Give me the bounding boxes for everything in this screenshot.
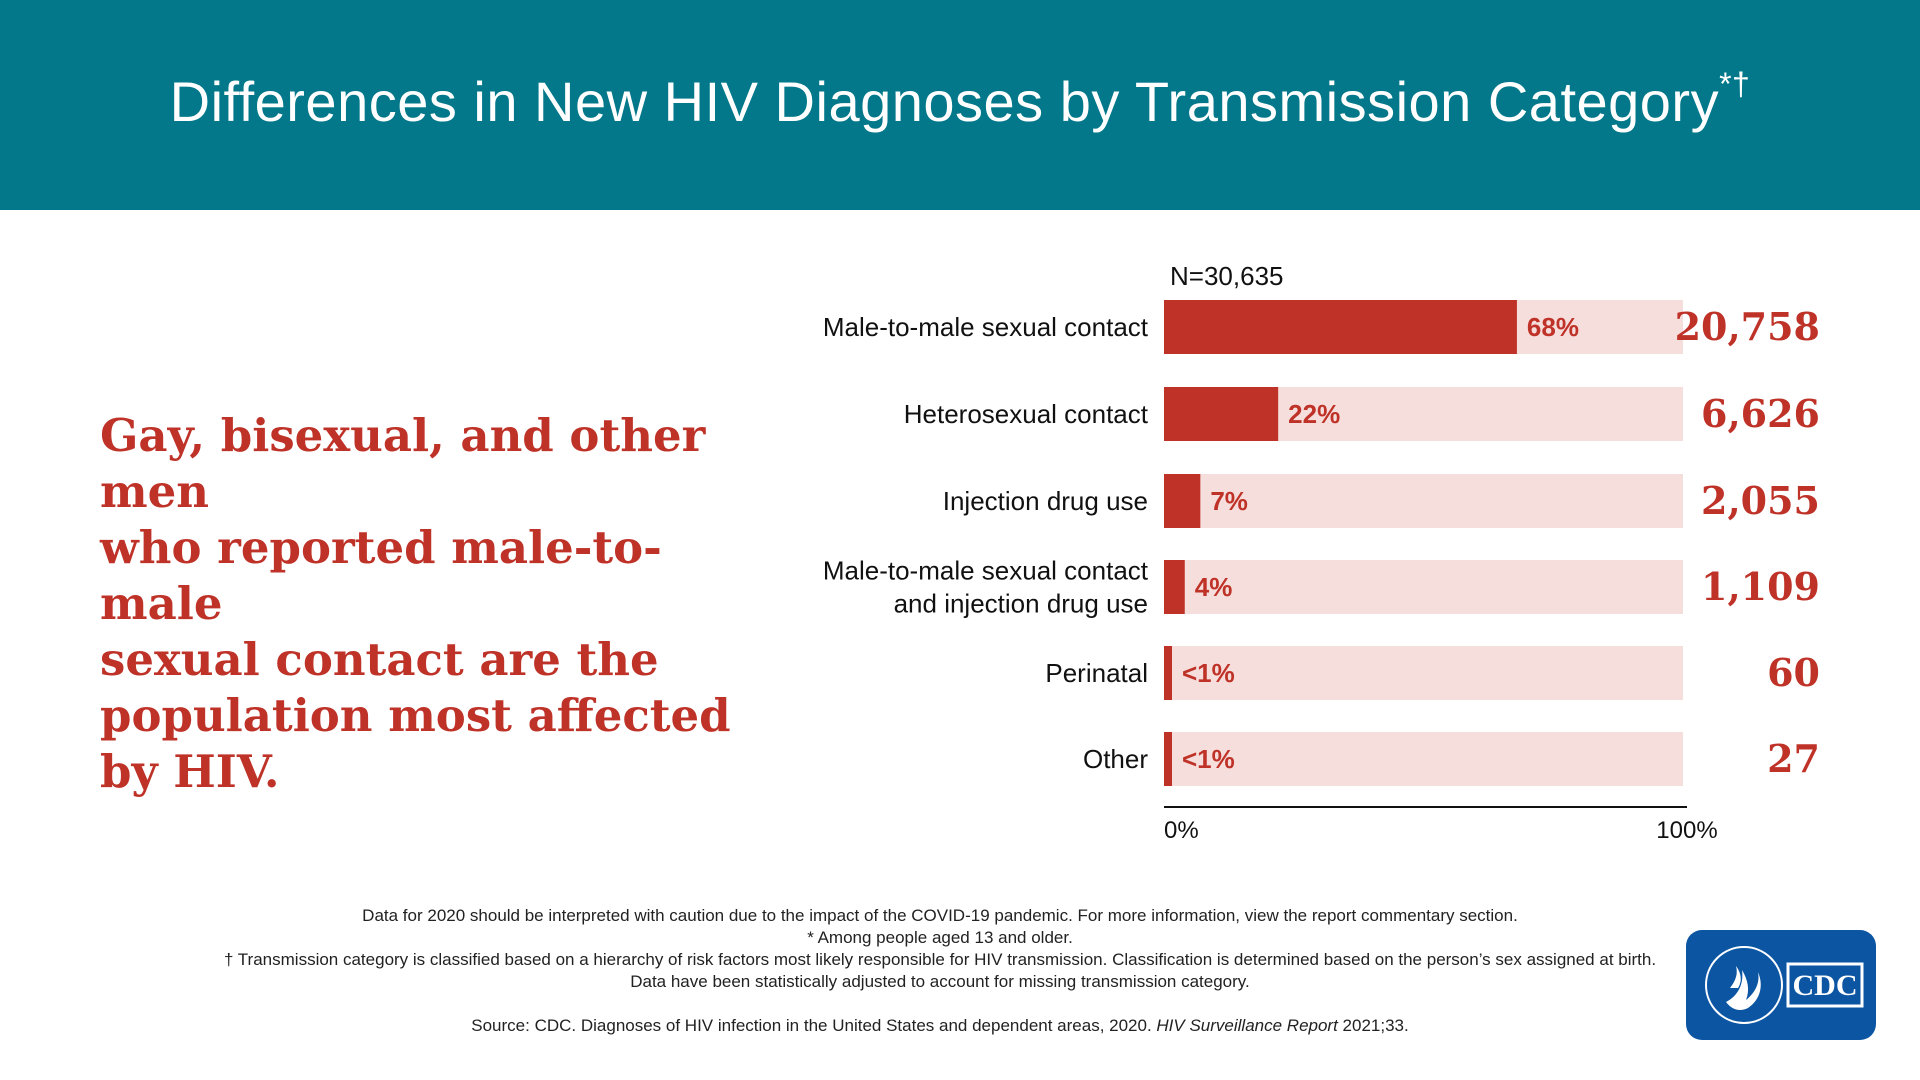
key-message-line: Gay, bisexual, and other men bbox=[100, 409, 706, 518]
footnote-line: Data for 2020 should be interpreted with… bbox=[362, 906, 1518, 925]
hhs-eagle-icon: CDC bbox=[1705, 946, 1864, 1024]
count-label: 2,055 bbox=[1701, 478, 1820, 523]
bar bbox=[1164, 474, 1201, 528]
bar bbox=[1164, 732, 1172, 786]
header-banner: Differences in New HIV Diagnoses by Tran… bbox=[0, 0, 1920, 210]
source-italic: HIV Surveillance Report bbox=[1156, 1016, 1338, 1035]
key-message-line: who reported male-to-male bbox=[100, 521, 662, 630]
count-label: 27 bbox=[1767, 736, 1820, 781]
title-footnote-marks: *† bbox=[1719, 65, 1751, 102]
footnote-line: * Among people aged 13 and older. bbox=[807, 928, 1073, 947]
count-label: 6,626 bbox=[1701, 391, 1820, 436]
count-label: 60 bbox=[1767, 650, 1820, 695]
bar-track bbox=[1164, 560, 1683, 614]
category-label: Heterosexual contact bbox=[904, 399, 1149, 429]
cdc-logo-text: CDC bbox=[1793, 969, 1858, 1002]
bar-value-label: 7% bbox=[1210, 486, 1248, 516]
bar-track bbox=[1164, 646, 1683, 700]
category-label: Injection drug use bbox=[943, 486, 1148, 516]
key-message-line: sexual contact are the bbox=[100, 633, 659, 686]
bar-value-label: 68% bbox=[1527, 312, 1579, 342]
bar-value-label: 4% bbox=[1195, 572, 1233, 602]
bar-track bbox=[1164, 732, 1683, 786]
key-message-line: population most affected bbox=[100, 689, 731, 742]
bar-value-label: <1% bbox=[1182, 744, 1235, 774]
bar bbox=[1164, 300, 1517, 354]
bar-chart: N=30,635 68% Male-to-male sexual contact 20… bbox=[823, 261, 1820, 844]
category-label: Perinatal bbox=[1045, 658, 1148, 688]
x-tick-label: 0% bbox=[1164, 817, 1199, 844]
bar bbox=[1164, 387, 1279, 441]
source-suffix: 2021;33. bbox=[1337, 1016, 1409, 1035]
footnote-line: Data have been statistically adjusted to… bbox=[630, 972, 1250, 991]
key-message-line: by HIV. bbox=[100, 745, 280, 798]
key-message: Gay, bisexual, and other men who reporte… bbox=[100, 408, 740, 800]
count-label: 20,758 bbox=[1675, 304, 1820, 349]
footnote-line: † Transmission category is classified ba… bbox=[223, 950, 1657, 969]
page-title: Differences in New HIV Diagnoses by Tran… bbox=[169, 65, 1751, 134]
page-title-text: Differences in New HIV Diagnoses by Tran… bbox=[169, 69, 1720, 133]
source-prefix: Source: CDC. Diagnoses of HIV infection … bbox=[471, 1016, 1157, 1035]
bar bbox=[1164, 646, 1172, 700]
category-label: Other bbox=[1083, 744, 1148, 774]
category-label: Male-to-male sexual contact bbox=[823, 312, 1149, 342]
cdc-logo: CDC bbox=[1686, 930, 1876, 1040]
sample-size-label: N=30,635 bbox=[1170, 261, 1283, 291]
count-label: 1,109 bbox=[1701, 564, 1820, 609]
x-tick-label: 100% bbox=[1656, 817, 1717, 844]
category-label: Male-to-male sexual contact bbox=[823, 556, 1149, 586]
source-citation: Source: CDC. Diagnoses of HIV infection … bbox=[0, 1015, 1880, 1037]
footnotes: Data for 2020 should be interpreted with… bbox=[0, 905, 1880, 1037]
bar bbox=[1164, 560, 1185, 614]
category-label: and injection drug use bbox=[894, 589, 1148, 619]
bar-track bbox=[1164, 474, 1683, 528]
bar-value-label: <1% bbox=[1182, 658, 1235, 688]
bar-value-label: 22% bbox=[1288, 399, 1340, 429]
